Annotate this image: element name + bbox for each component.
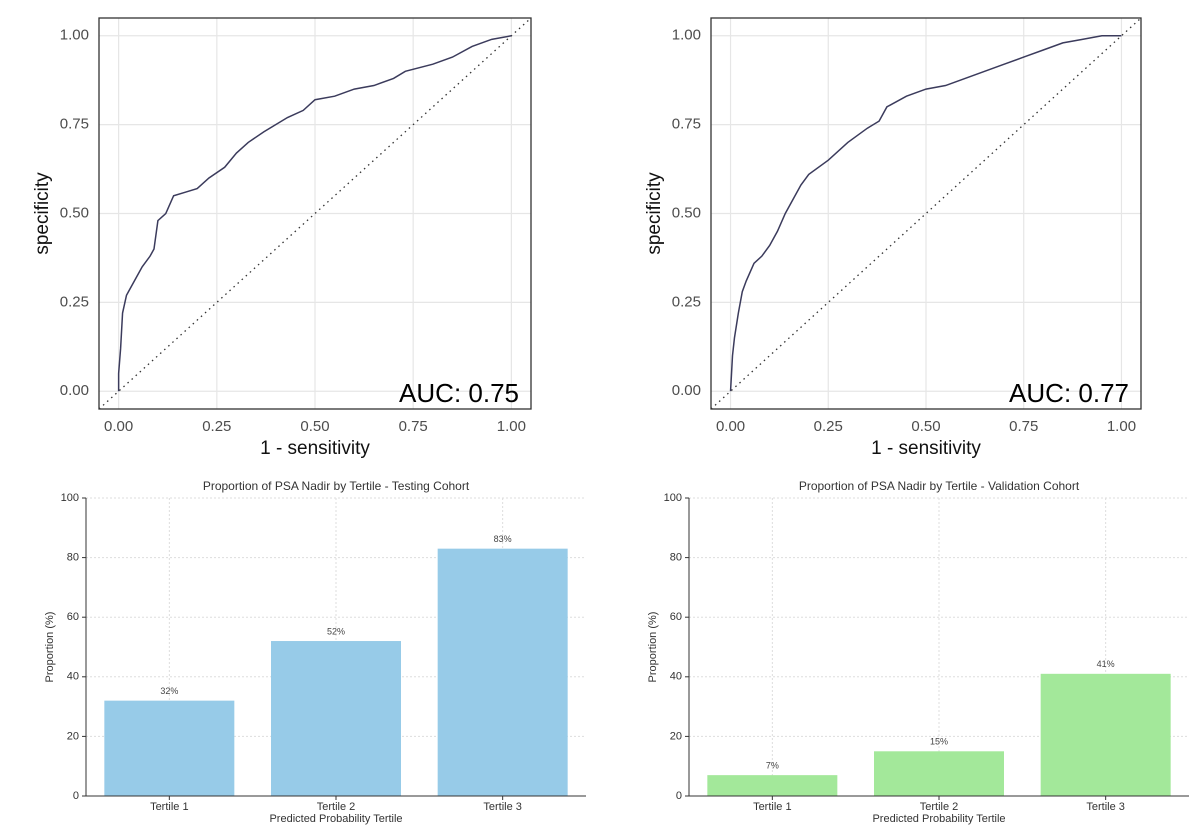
x-tick-label: 0.25 xyxy=(202,418,231,435)
y-axis-label: Proportion (%) xyxy=(647,612,659,683)
auc-annotation: AUC: 0.75 xyxy=(399,378,519,408)
y-tick-label: 0.75 xyxy=(60,116,89,133)
x-tick-label: Tertile 3 xyxy=(483,801,522,813)
y-tick-label: 40 xyxy=(670,671,682,683)
y-tick-label: 0.00 xyxy=(60,382,89,399)
x-tick-label: 0.75 xyxy=(1009,418,1038,435)
y-tick-label: 20 xyxy=(67,730,79,742)
y-tick-label: 0 xyxy=(676,790,682,802)
y-tick-label: 80 xyxy=(67,552,79,564)
x-axis-label: Predicted Probability Tertile xyxy=(269,813,402,825)
x-tick-label: Tertile 1 xyxy=(753,801,792,813)
y-axis-label: Proportion (%) xyxy=(44,612,56,683)
y-tick-label: 60 xyxy=(670,611,682,623)
roc-curve xyxy=(117,35,512,392)
x-tick-label: Tertile 2 xyxy=(920,801,959,813)
y-tick-label: 0.75 xyxy=(672,116,701,133)
bar xyxy=(874,751,1004,796)
y-tick-label: 40 xyxy=(67,671,79,683)
value-label: 52% xyxy=(327,626,345,636)
y-tick-label: 0 xyxy=(73,790,79,802)
x-tick-label: 0.00 xyxy=(716,418,745,435)
x-tick-label: 0.50 xyxy=(300,418,329,435)
y-tick-label: 20 xyxy=(670,730,682,742)
x-axis-label: 1 - sensitivity xyxy=(260,438,370,459)
y-tick-label: 0.50 xyxy=(672,204,701,221)
x-tick-label: 0.50 xyxy=(911,418,940,435)
y-tick-label: 100 xyxy=(61,492,79,504)
chart-title: Proportion of PSA Nadir by Tertile - Val… xyxy=(799,479,1080,493)
value-label: 7% xyxy=(766,761,779,771)
value-label: 15% xyxy=(930,737,948,747)
roc-curve xyxy=(729,35,1122,392)
auc-annotation: AUC: 0.77 xyxy=(1009,378,1129,408)
x-tick-label: 1.00 xyxy=(1107,418,1136,435)
x-tick-label: 0.75 xyxy=(399,418,428,435)
y-tick-label: 60 xyxy=(67,611,79,623)
y-tick-label: 1.00 xyxy=(672,27,701,44)
reference-diagonal xyxy=(710,17,1142,410)
x-axis-label: Predicted Probability Tertile xyxy=(872,813,1005,825)
y-tick-label: 0.50 xyxy=(60,204,89,221)
y-axis-label: specificity xyxy=(644,172,665,255)
y-tick-label: 0.25 xyxy=(672,293,701,310)
x-tick-label: 0.00 xyxy=(104,418,133,435)
plot-frame xyxy=(98,17,532,410)
y-tick-label: 0.25 xyxy=(60,293,89,310)
value-label: 41% xyxy=(1097,659,1115,669)
x-tick-label: 1.00 xyxy=(497,418,526,435)
value-label: 83% xyxy=(494,534,512,544)
chart-title: Proportion of PSA Nadir by Tertile - Tes… xyxy=(203,479,470,493)
x-tick-label: Tertile 3 xyxy=(1086,801,1125,813)
value-label: 32% xyxy=(160,686,178,696)
bar xyxy=(104,700,235,796)
y-tick-label: 0.00 xyxy=(672,382,701,399)
y-axis-label: specificity xyxy=(32,172,53,255)
bar xyxy=(437,548,568,796)
bar xyxy=(271,641,401,796)
y-tick-label: 1.00 xyxy=(60,27,89,44)
x-axis-label: 1 - sensitivity xyxy=(871,438,981,459)
y-tick-label: 80 xyxy=(670,552,682,564)
y-tick-label: 100 xyxy=(664,492,682,504)
x-tick-label: Tertile 2 xyxy=(317,801,356,813)
plot-frame xyxy=(710,17,1142,410)
x-tick-label: Tertile 1 xyxy=(150,801,189,813)
bar xyxy=(1040,673,1171,796)
x-tick-label: 0.25 xyxy=(814,418,843,435)
bar xyxy=(707,775,838,796)
